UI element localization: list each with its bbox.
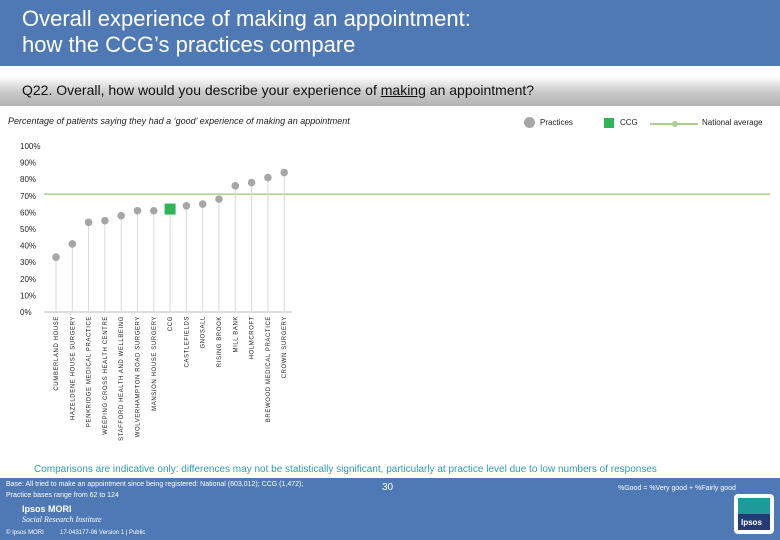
title-line-2: how the CCG’s practices compare: [22, 32, 356, 57]
category-label: BREWOOD MEDICAL PRACTICE: [266, 316, 272, 422]
ipsos-logo-inner: Ipsos: [738, 498, 770, 530]
category-label: STAFFORD HEALTH AND WELLBEING: [119, 316, 125, 441]
category-label: HOLMCROFT: [250, 316, 256, 359]
practice-marker: [52, 253, 60, 262]
legend-practices-marker: [524, 117, 535, 128]
y-tick-label: 0%: [20, 308, 32, 317]
y-tick-label: 80%: [20, 175, 36, 184]
practice-marker: [182, 201, 191, 210]
institute-logo-text: Social Research Institute: [22, 515, 102, 524]
legend-national-dot: [672, 121, 678, 127]
y-tick-label: 10%: [20, 291, 36, 300]
practice-marker: [264, 173, 272, 182]
copyright-text: © Ipsos MORI: [6, 530, 44, 536]
practice-marker: [231, 182, 240, 190]
category-label: WOLVERHAMPTON ROAD SURGERY: [136, 316, 142, 437]
legend-national-label: National average: [702, 118, 763, 127]
legend-practices-label: Practices: [540, 118, 573, 127]
footer-banner: [0, 478, 780, 540]
y-tick-label: 20%: [20, 275, 36, 284]
practice-marker: [215, 195, 223, 203]
category-label: CCG: [168, 316, 174, 331]
practice-marker: [117, 211, 125, 220]
category-label: RISING BROOK: [217, 316, 223, 367]
question-text: Q22. Overall, how would you describe you…: [22, 82, 534, 98]
question-bar: [0, 76, 780, 106]
practice-marker: [198, 200, 207, 208]
legend-ccg-marker: [604, 118, 614, 128]
page-title: Overall experience of making an appointm…: [22, 6, 762, 58]
title-banner: [0, 0, 780, 66]
question-underlined: making: [380, 82, 426, 98]
legend-ccg-label: CCG: [620, 118, 638, 127]
category-label: WEEPING CROSS HEALTH CENTRE: [103, 316, 109, 435]
category-label: HAZELDENE HOUSE SURGERY: [70, 316, 76, 420]
ipsos-mori-logo-text: Ipsos MORI: [22, 504, 72, 514]
y-tick-label: 50%: [20, 225, 36, 234]
practice-marker: [101, 216, 109, 225]
page-number: 30: [382, 482, 394, 493]
practice-marker: [247, 178, 256, 187]
version-text: 17-043177-06 Version 1 | Public: [60, 530, 146, 536]
y-tick-label: 60%: [20, 208, 36, 217]
practice-marker: [68, 240, 77, 248]
good-definition: %Good = %Very good + %Fairly good: [618, 485, 736, 492]
ipsos-logo-label: Ipsos: [741, 518, 762, 527]
y-tick-label: 100%: [20, 142, 40, 151]
comparison-note: Comparisons are indicative only: differe…: [34, 464, 657, 475]
ipsos-logo-lower: [738, 514, 770, 530]
question-suffix: an appointment?: [425, 82, 535, 98]
title-line-1: Overall experience of making an appointm…: [22, 6, 471, 31]
category-label: CUMBERLAND HOUSE: [54, 316, 60, 391]
practice-marker: [280, 168, 289, 177]
practice-marker: [84, 218, 93, 227]
base-line-2: Practice bases range from 62 to 124: [6, 492, 119, 499]
category-label: CASTLEFIELDS: [184, 316, 190, 368]
question-prefix: Q22. Overall, how would you describe you…: [22, 82, 381, 98]
practice-marker: [133, 206, 142, 215]
chart-subtitle: Percentage of patients saying they had a…: [8, 116, 350, 126]
ccg-marker: [164, 203, 176, 215]
category-label: MANSION HOUSE SURGERY: [152, 316, 158, 411]
base-line-1: Base: All tried to make an appointment s…: [6, 481, 304, 488]
y-tick-label: 70%: [20, 192, 36, 201]
category-label: PENKRIDGE MEDICAL PRACTICE: [87, 316, 93, 427]
category-label: MILL BANK: [233, 316, 239, 353]
category-label: CROWN SURGERY: [282, 316, 288, 378]
y-tick-label: 90%: [20, 159, 36, 168]
practice-marker: [150, 206, 158, 215]
y-tick-label: 40%: [20, 242, 36, 251]
practice-comparison-chart: 0% 10% 20% 30% 40% 50% 60% 70% 80% 90% 100% CUMBERL…: [20, 142, 770, 441]
ipsos-logo-icon: Ipsos: [734, 494, 774, 534]
category-label: GNOSALL: [201, 316, 207, 349]
y-tick-label: 30%: [20, 258, 36, 267]
